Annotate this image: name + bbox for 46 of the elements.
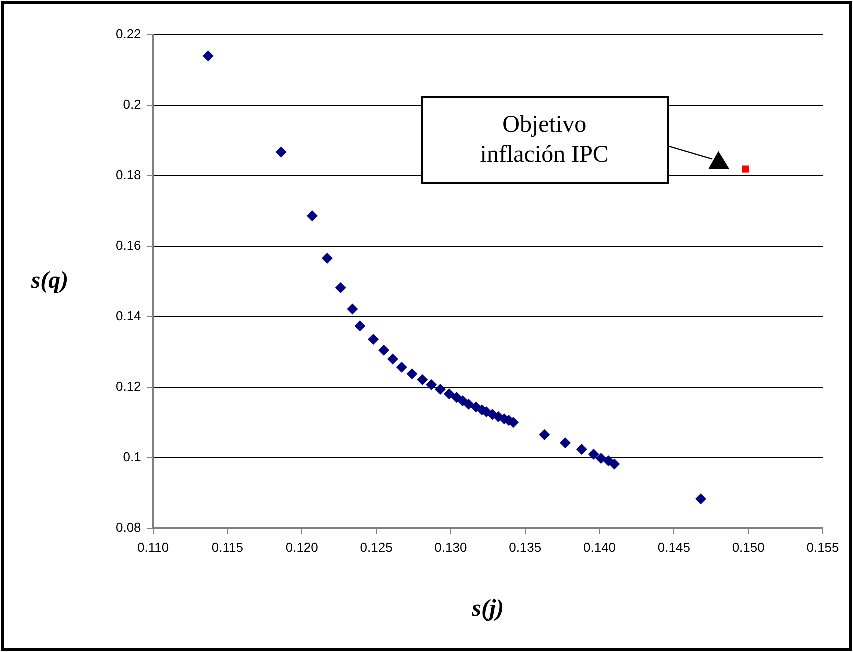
point	[576, 444, 588, 455]
point	[742, 166, 750, 173]
y-tick-label: 0.2	[123, 97, 142, 112]
point	[354, 320, 366, 332]
point	[276, 146, 287, 158]
x-tick-label: 0.110	[138, 540, 170, 555]
x-tick-label: 0.145	[658, 540, 690, 555]
y-tick-label: 0.16	[116, 238, 142, 254]
point	[444, 388, 455, 400]
point	[539, 430, 550, 441]
x-tick-label: 0.120	[286, 540, 318, 555]
point	[463, 398, 474, 410]
x-axis-title: s(j)	[471, 596, 504, 622]
point	[396, 362, 408, 373]
point	[368, 334, 380, 345]
x-tick-label: 0.115	[212, 540, 244, 555]
point	[588, 448, 600, 460]
x-tick-label: 0.140	[583, 540, 616, 555]
y-tick-label: 0.22	[116, 26, 142, 42]
x-tick-label: 0.125	[360, 540, 393, 555]
point	[609, 458, 620, 470]
x-tick-label: 0.130	[434, 540, 468, 555]
y-tick-label: 0.1	[123, 449, 142, 464]
point	[307, 210, 318, 222]
point	[347, 304, 358, 315]
point	[417, 374, 428, 386]
point	[322, 252, 333, 264]
point	[387, 354, 398, 365]
point	[202, 50, 214, 62]
y-tick-label: 0.18	[116, 168, 142, 183]
y-tick-label: 0.08	[116, 520, 142, 535]
point	[378, 344, 390, 356]
y-tick-label: 0.12	[116, 379, 142, 394]
x-tick-label: 0.135	[509, 540, 542, 555]
point	[435, 384, 446, 396]
x-tick-label: 0.155	[806, 540, 840, 555]
point	[596, 453, 607, 464]
point	[560, 438, 572, 449]
x-tick-label: 0.150	[732, 540, 765, 555]
point	[335, 282, 346, 294]
point	[426, 379, 438, 390]
callout-box: Objetivo inflación IPC	[420, 96, 669, 184]
point	[406, 368, 418, 380]
y-tick-label: 0.14	[116, 308, 142, 324]
point	[695, 494, 706, 505]
y-axis-title: s(q)	[30, 268, 69, 294]
